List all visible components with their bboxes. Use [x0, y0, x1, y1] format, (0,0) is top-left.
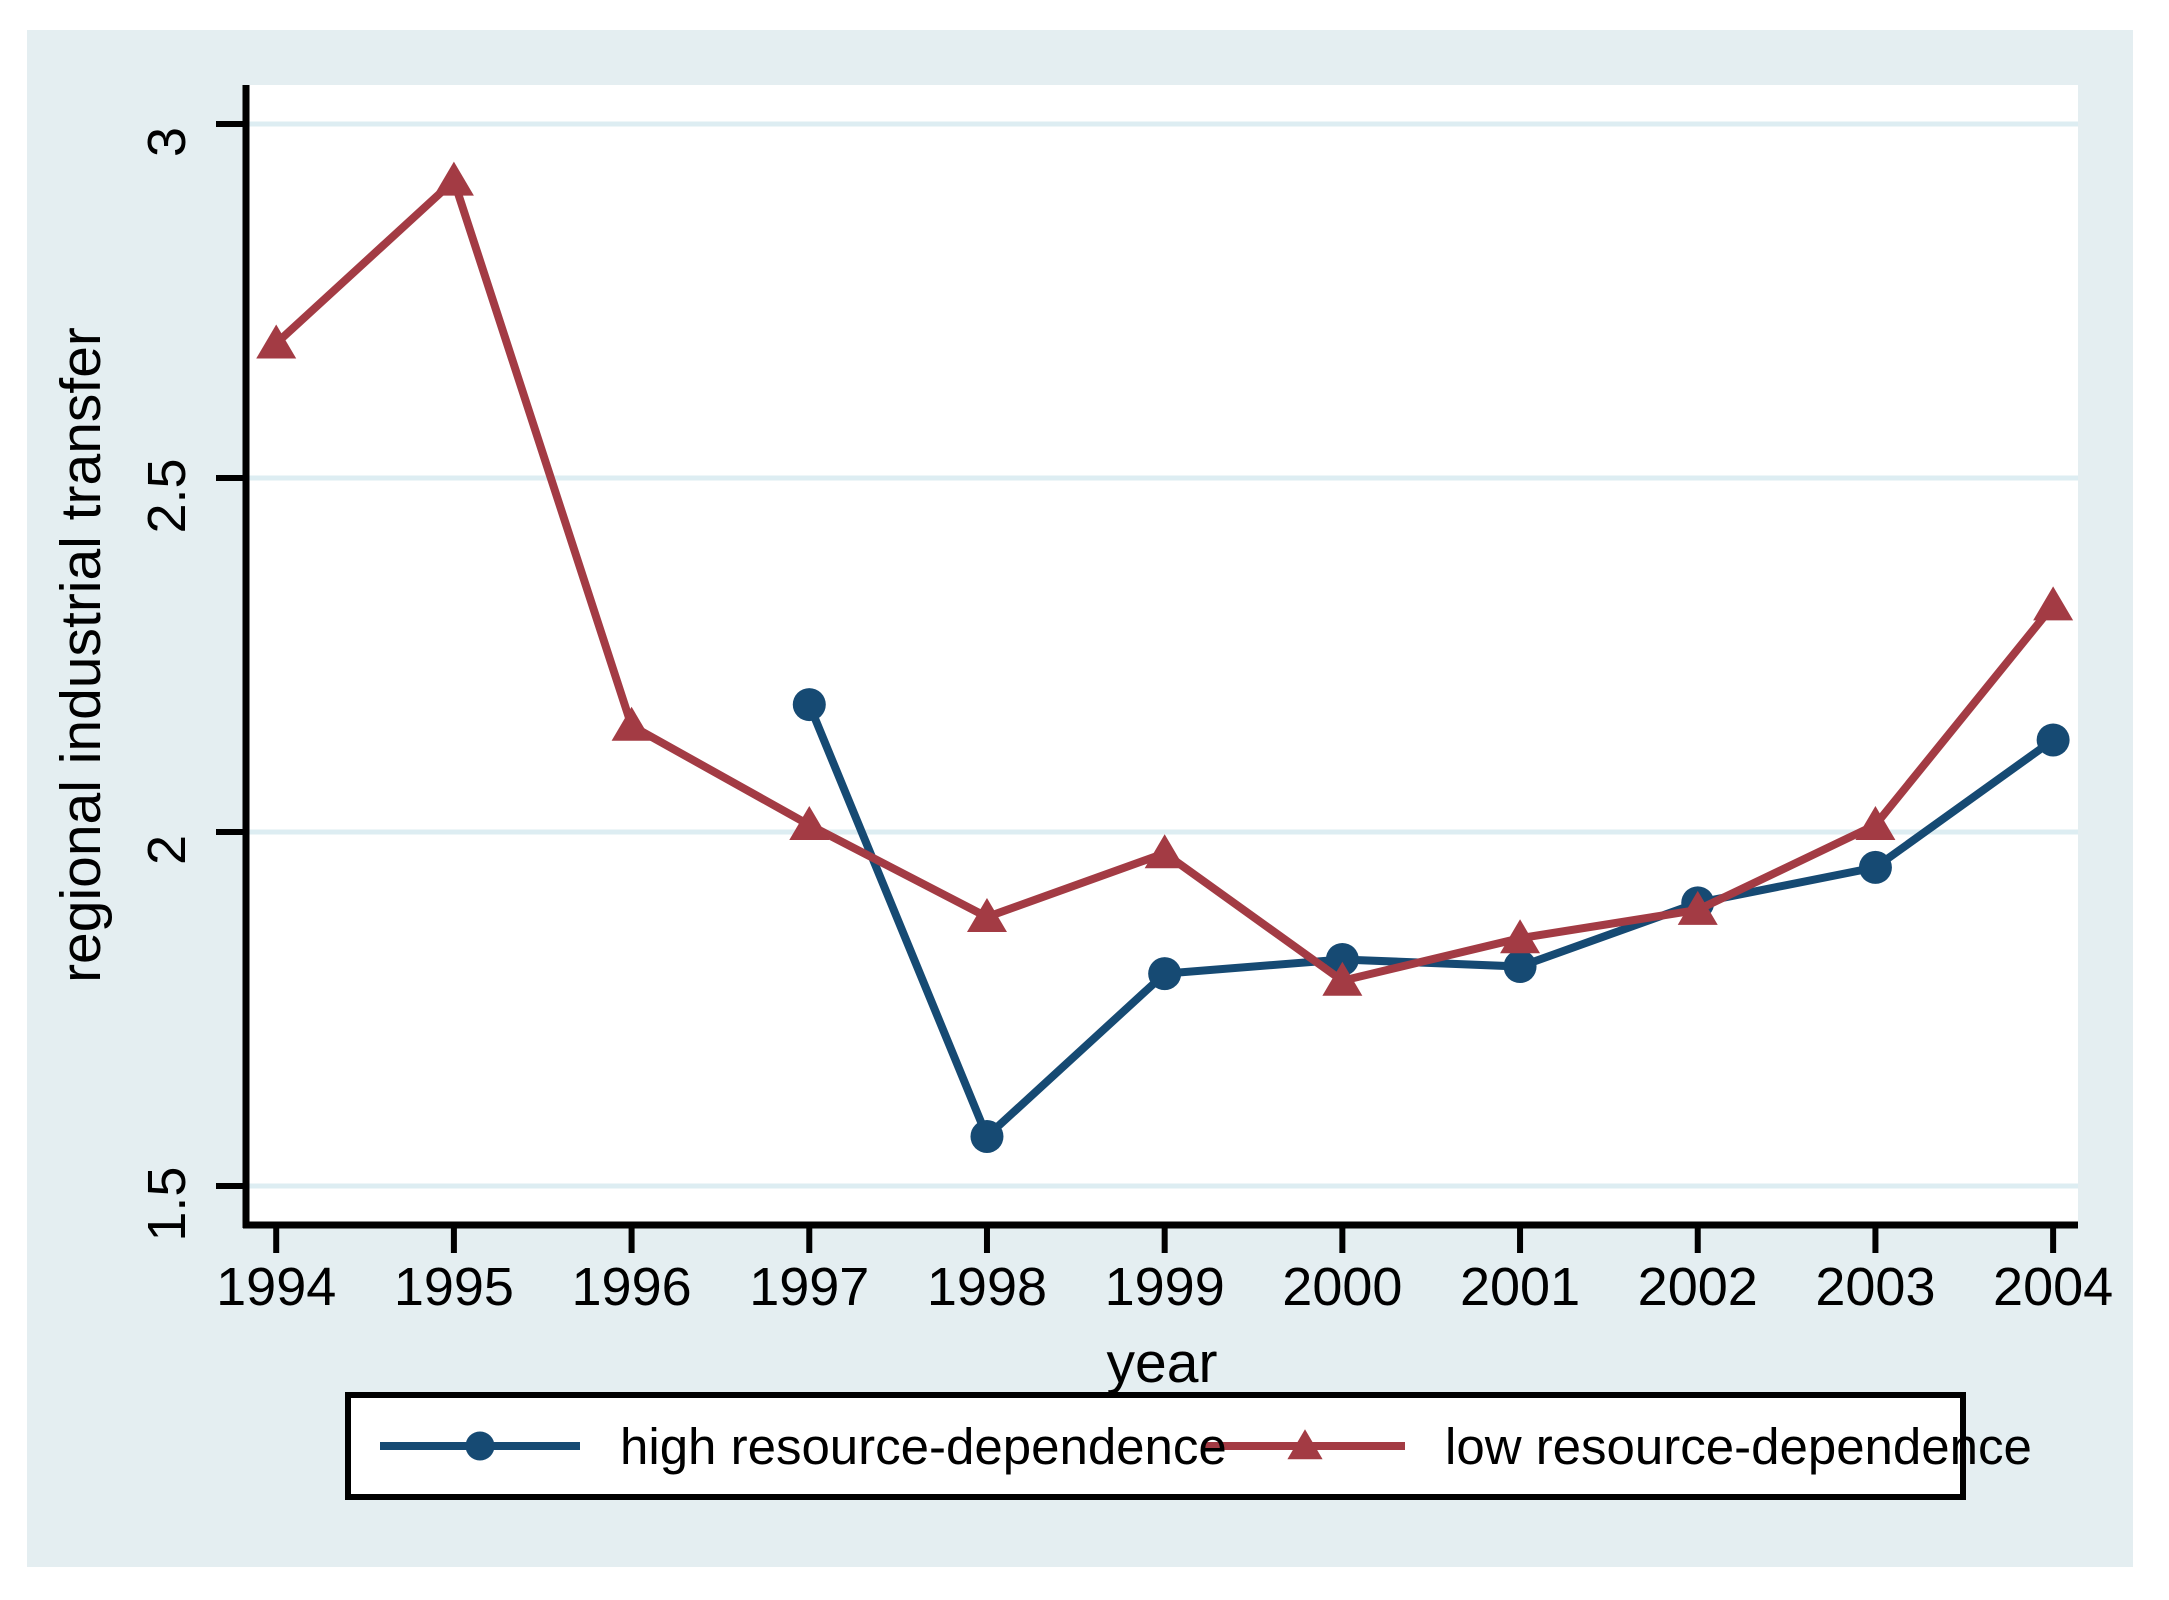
- x-tick-label: 1994: [216, 1257, 336, 1317]
- series-low: [256, 161, 2074, 996]
- data-point-marker-circle: [1858, 850, 1892, 884]
- x-tick-label: 1998: [927, 1257, 1047, 1317]
- data-point-marker-triangle: [256, 324, 297, 359]
- y-tick-label: 2: [137, 835, 197, 865]
- data-point-marker-triangle: [611, 706, 652, 741]
- data-point-marker-triangle: [2033, 586, 2074, 621]
- data-point-marker-circle: [792, 688, 826, 722]
- data-point-marker-triangle: [433, 161, 474, 196]
- data-point-marker-triangle: [1677, 890, 1718, 925]
- x-tick-label: 2001: [1460, 1257, 1580, 1317]
- data-point-marker-circle: [1148, 957, 1182, 991]
- legend-label-low: low resource-dependence: [1445, 1418, 2032, 1475]
- data-point-marker-triangle: [966, 897, 1007, 932]
- x-tick-label: 1996: [572, 1257, 692, 1317]
- y-tick-label: 2.5: [137, 458, 197, 533]
- y-tick-label: 1.5: [137, 1167, 197, 1242]
- data-point-marker-triangle: [789, 805, 830, 840]
- x-tick-label: 2002: [1638, 1257, 1758, 1317]
- data-point-marker-circle: [1325, 942, 1359, 976]
- legend-marker-circle: [465, 1431, 495, 1461]
- legend-box: [345, 1392, 1966, 1500]
- legend-marker-triangle: [1287, 1429, 1323, 1460]
- x-tick-label: 2003: [1815, 1257, 1935, 1317]
- x-tick-label: 2004: [1993, 1257, 2113, 1317]
- data-point-marker-circle: [2036, 723, 2070, 757]
- y-axis-title: regional industrial transfer: [49, 327, 113, 983]
- plot-area: [246, 85, 2078, 1225]
- data-point-marker-circle: [970, 1119, 1004, 1153]
- x-axis-title: year: [1107, 1331, 1218, 1395]
- data-point-marker-triangle: [1322, 961, 1363, 996]
- data-point-marker-triangle: [1144, 834, 1185, 869]
- x-tick-label: 1997: [749, 1257, 869, 1317]
- legend: [345, 1392, 1966, 1500]
- data-point-marker-triangle: [1855, 805, 1896, 840]
- data-point-marker-triangle: [1500, 919, 1541, 954]
- x-tick-label: 2000: [1282, 1257, 1402, 1317]
- x-tick-label: 1995: [394, 1257, 514, 1317]
- x-tick-label: 1999: [1105, 1257, 1225, 1317]
- legend-label-high: high resource-dependence: [620, 1418, 1227, 1475]
- y-tick-label: 3: [137, 127, 197, 157]
- data-point-marker-circle: [1503, 950, 1537, 984]
